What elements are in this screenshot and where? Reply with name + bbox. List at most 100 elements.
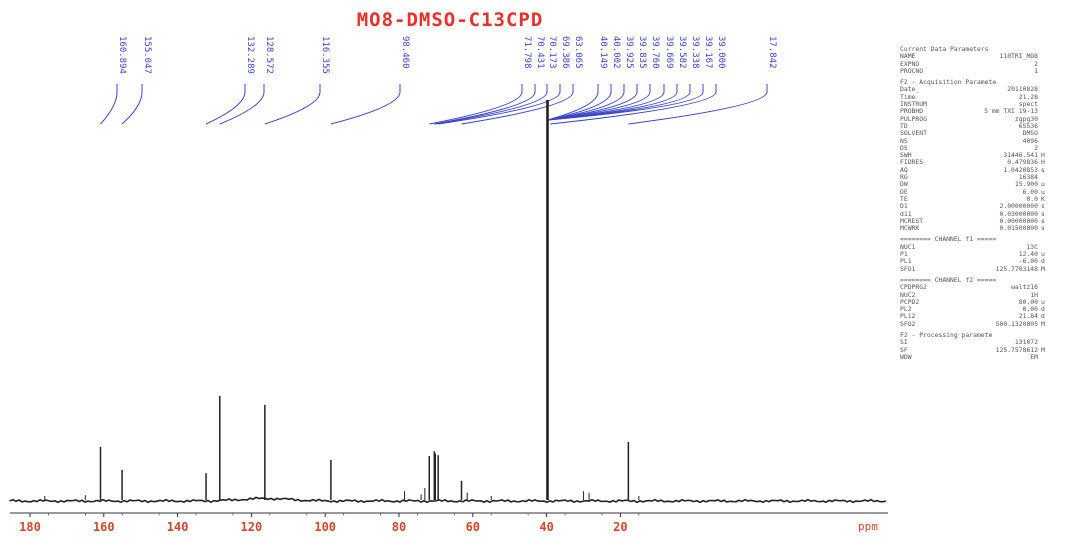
params-cell: AQ [900, 166, 908, 174]
peak-label-40.002: 40.002 [611, 36, 621, 69]
x-tick-label-140: 140 [167, 520, 189, 534]
x-tick-label-20: 20 [613, 520, 627, 534]
spectrum-baseline [9, 496, 887, 504]
params-cell: 12.40 [1018, 251, 1038, 259]
params-cell: 4096 [1022, 137, 1038, 145]
peak-label-connector [461, 91, 574, 125]
params-row: SFO2 500.1320005 M [900, 321, 1084, 328]
params-cell: 110TRI_MO8 [999, 53, 1038, 61]
params-cell: H [1041, 152, 1045, 160]
params-cell: 0.00000000 [999, 217, 1038, 225]
params-row: AQ 1.0420853 s [900, 167, 1084, 174]
params-cell: 1.0420853 [1003, 166, 1038, 174]
params-cell: s [1041, 225, 1045, 233]
baseline-trace [9, 496, 887, 504]
peak-label-116.355: 116.355 [320, 36, 330, 74]
params-row: SOLVENT DMSO [900, 130, 1084, 137]
params-cell: NAME [900, 53, 916, 61]
params-cell: 20110828 [1007, 86, 1038, 94]
peak-label-69.386: 69.386 [560, 36, 570, 69]
params-cell: P1 [900, 251, 908, 259]
peak-label-160.894: 160.894 [117, 36, 127, 74]
params-cell: FIDRES [900, 159, 924, 167]
x-tick-label-80: 80 [392, 520, 406, 534]
params-row: DE 6.00 u [900, 189, 1084, 196]
params-cell: 2.00000000 [999, 203, 1038, 211]
peak-label-39.760: 39.760 [650, 36, 660, 69]
params-cell: RG [900, 174, 908, 182]
nmr-spectrum-chart: MO8-DMSO-C13CPD 160.894 155.047 132.289 128… [9, 9, 888, 534]
params-cell: 1 [1034, 67, 1038, 75]
peak-label-39.582: 39.582 [677, 36, 687, 69]
params-row: SI 131072 [900, 339, 1084, 346]
params-cell: 0.03000000 [999, 210, 1038, 218]
x-tick-label-120: 120 [241, 520, 263, 534]
peak-label-connector [547, 91, 599, 121]
params-row: RG 16384 [900, 174, 1084, 181]
params-cell: waltz16 [1011, 284, 1038, 292]
params-cell: s [1041, 166, 1045, 174]
params-row: PL2 0.00 d [900, 306, 1084, 313]
x-axis: 180 160 140 120 100 80 60 40 20 [10, 512, 888, 534]
peak-label-71.798: 71.798 [522, 36, 532, 69]
params-cell: d [1041, 258, 1045, 266]
params-row: EXPNO 2 [900, 61, 1084, 68]
params-row: D1 2.00000000 s [900, 203, 1084, 210]
params-cell: u [1041, 298, 1045, 306]
params-cell: SI [900, 339, 908, 347]
peak-label-connector [205, 91, 246, 125]
params-row: NAME 110TRI_MO8 [900, 53, 1084, 60]
peak-label-39.835: 39.835 [637, 36, 647, 69]
peak-label-39.669: 39.669 [664, 36, 674, 69]
params-row: PULPROG zgpg30 [900, 116, 1084, 123]
params-cell: 21.84 [1018, 313, 1038, 321]
params-cell: PCPD2 [900, 298, 920, 306]
params-cell: PL2 [900, 306, 912, 314]
params-cell: -6.00 [1018, 258, 1038, 266]
peak-label-connector [547, 91, 704, 121]
peak-label-connector [435, 91, 548, 125]
params-cell: 16384 [1018, 174, 1038, 182]
peak-label-70.173: 70.173 [547, 36, 557, 69]
params-cell: 131072 [1014, 339, 1038, 347]
peak-label-connectors [100, 84, 768, 125]
peak-label-connector [429, 91, 523, 125]
params-cell: 0.01500000 [999, 225, 1038, 233]
params-cell: u [1041, 181, 1045, 189]
peak-label-connector [264, 91, 321, 125]
params-cell: DW [900, 181, 908, 189]
peak-label-39.338: 39.338 [690, 36, 700, 69]
params-cell: Date_ [900, 86, 920, 94]
params-cell: K [1041, 195, 1045, 203]
x-tick-label-180: 180 [19, 520, 41, 534]
params-section-header: ======== CHANNEL f1 ===== [900, 236, 997, 244]
peak-label-39.167: 39.167 [703, 36, 713, 69]
params-row: DW 15.900 u [900, 181, 1084, 188]
peak-label-39.925: 39.925 [624, 36, 634, 69]
params-cell: MCWRK [900, 225, 920, 233]
params-cell: s [1041, 210, 1045, 218]
params-cell: EM [1030, 353, 1038, 361]
params-cell: M [1041, 346, 1045, 354]
x-tick-label-100: 100 [314, 520, 336, 534]
x-tick-label-40: 40 [539, 520, 553, 534]
peak-label-98.460: 98.460 [400, 36, 410, 69]
params-section-header: ======== CHANNEL f2 ===== [900, 276, 997, 284]
peak-label-63.065: 63.065 [573, 36, 583, 69]
params-cell: Time [900, 93, 916, 101]
params-cell: SWH [900, 152, 912, 160]
params-cell: MCREST [900, 217, 924, 225]
params-section-header: F2 - Acquisition Paramete [900, 79, 997, 87]
params-cell: 6.00 [1022, 188, 1038, 196]
params-cell: D1 [900, 203, 908, 211]
params-row: MCWRK 0.01500000 s [900, 225, 1084, 232]
peak-label-132.289: 132.289 [245, 36, 255, 74]
peak-label-155.047: 155.047 [142, 36, 152, 74]
params-row: NUC1 13C [900, 244, 1084, 251]
params-row: Date_ 20110828 [900, 86, 1084, 93]
params-cell: 15.900 [1014, 181, 1038, 189]
peak-label-connector [330, 91, 401, 125]
spectrum-peaks [44, 100, 640, 500]
params-cell: d11 [900, 210, 912, 218]
params-row: d11 0.03000000 s [900, 211, 1084, 218]
